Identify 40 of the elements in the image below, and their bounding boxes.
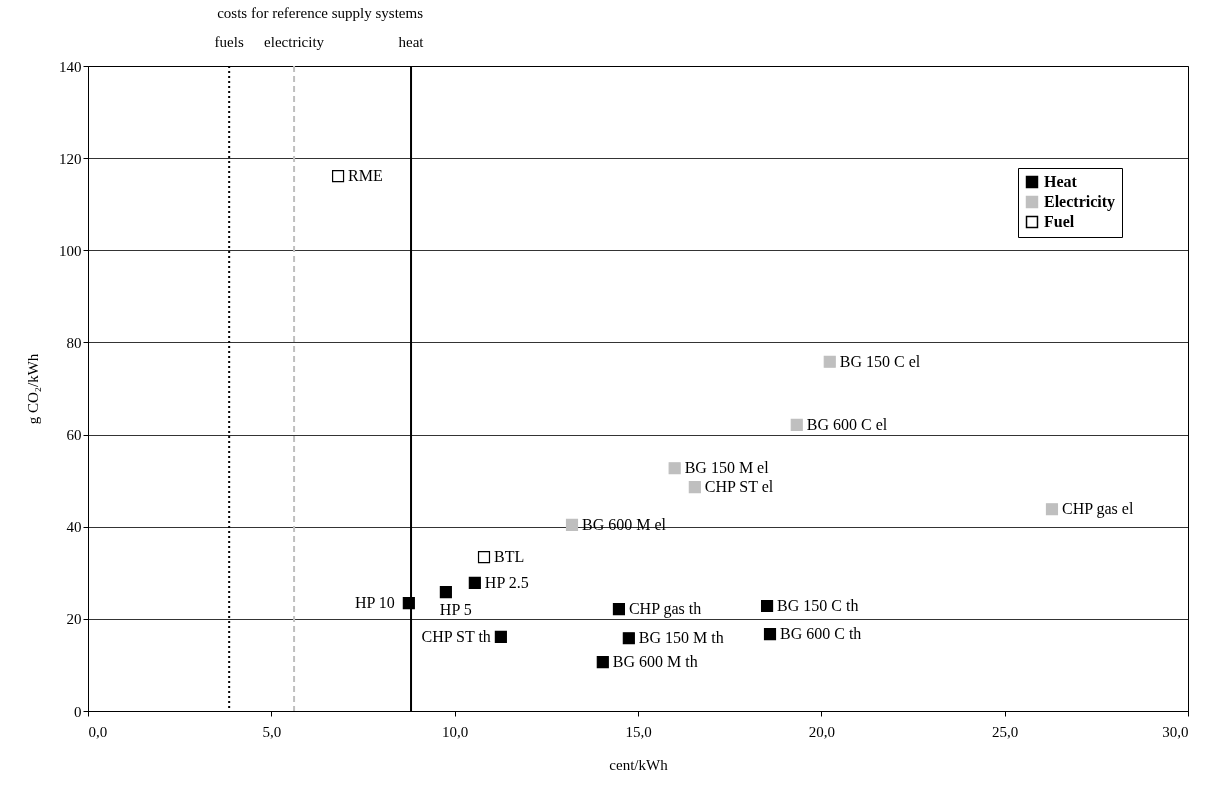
annotation: CHP gas th bbox=[628, 600, 702, 619]
ref-line-label: electricity bbox=[264, 34, 325, 50]
y-tick-label: 20 bbox=[66, 611, 82, 628]
annotation: BG 600 C el bbox=[806, 415, 888, 433]
chart-title: costs for reference supply systems bbox=[217, 5, 424, 21]
x-tick-label: 0,0 bbox=[88, 723, 108, 740]
annotation: CHP gas el bbox=[1061, 500, 1134, 519]
annotation: BG 150 M th bbox=[638, 629, 724, 647]
x-axis-title: cent/kWh bbox=[609, 756, 669, 773]
annotation: BG 150 C el bbox=[839, 352, 921, 370]
annotation: CHP ST el bbox=[704, 478, 774, 496]
y-tick-label: 120 bbox=[59, 150, 82, 167]
annotation: BTL bbox=[494, 548, 525, 566]
x-tick-label: 10,0 bbox=[442, 723, 469, 740]
annotation: RME bbox=[348, 167, 383, 185]
annotation: BG 600 M th bbox=[612, 653, 698, 671]
y-tick-label: 60 bbox=[66, 427, 82, 444]
annotation: BG 600 C th bbox=[780, 625, 862, 643]
y-tick-label: 140 bbox=[59, 58, 82, 75]
annotation: BG 150 C th bbox=[777, 596, 859, 614]
x-tick-label: 15,0 bbox=[625, 723, 652, 740]
x-tick-label: 30,0 bbox=[1162, 723, 1189, 740]
legend-label: Heat bbox=[1044, 173, 1078, 190]
y-tick-label: 40 bbox=[66, 519, 82, 536]
legend-label: Electricity bbox=[1044, 193, 1116, 211]
y-axis-title: g CO₂/kWh bbox=[25, 353, 41, 425]
annotation: HP 5 bbox=[439, 601, 472, 619]
ref-line-label: fuels bbox=[214, 34, 244, 50]
x-tick-label: 20,0 bbox=[808, 723, 835, 740]
annotation: BG 150 M el bbox=[684, 459, 770, 477]
y-tick-label: 100 bbox=[59, 242, 82, 259]
legend-label: Fuel bbox=[1044, 213, 1075, 230]
annotation: CHP ST th bbox=[421, 627, 491, 645]
x-tick-label: 25,0 bbox=[992, 723, 1019, 740]
y-tick-label: 80 bbox=[66, 334, 82, 351]
ref-line-label: heat bbox=[398, 34, 425, 50]
annotation: HP 2.5 bbox=[484, 573, 529, 591]
y-tick-label: 0 bbox=[74, 703, 82, 720]
x-tick-label: 5,0 bbox=[262, 723, 282, 740]
annotation: HP 10 bbox=[354, 594, 395, 612]
